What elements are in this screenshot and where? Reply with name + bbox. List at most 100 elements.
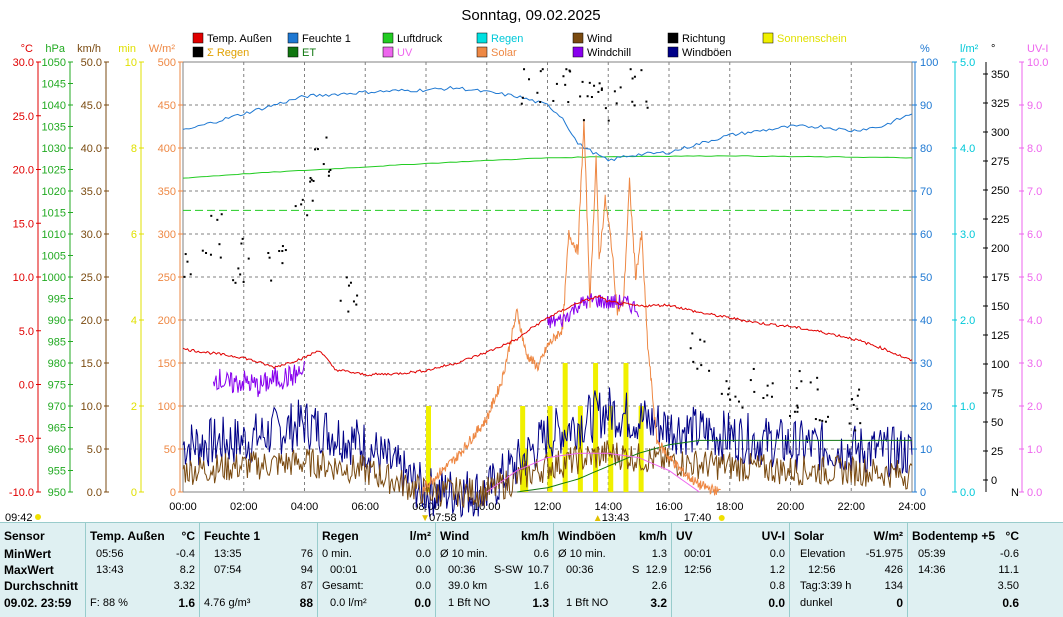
legend-swatch [667, 46, 679, 58]
axis-tick-label-left: 250 [158, 272, 176, 284]
richtung-point [565, 68, 568, 71]
temp-min-value: -0.4 [176, 548, 195, 560]
richtung-point [239, 273, 242, 276]
series-windchill [212, 360, 305, 398]
temp-min-time: 05:56 [96, 548, 124, 560]
richtung-point [590, 96, 593, 99]
axis-tick-label-left: 1035 [42, 122, 66, 134]
col-solar: Solar W/m² Elevation -51.975 12:56 426 Tag:… [790, 523, 908, 617]
axis-unit-right: % [920, 43, 930, 55]
windboeen-current: 3.2 [650, 596, 667, 610]
windboeen-unit: km/h [638, 529, 667, 543]
richtung-point [201, 249, 204, 252]
richtung-point [306, 214, 309, 217]
richtung-point [734, 395, 737, 398]
richtung-point [310, 178, 313, 181]
axis-tick-label-left: 1020 [42, 186, 66, 198]
axis-tick-label-left: 450 [158, 100, 176, 112]
regen-total-label: Gesamt: [322, 580, 364, 592]
axis-tick-label-left: 6 [131, 229, 137, 241]
axis-unit-right: ° [991, 43, 995, 55]
richtung-point [729, 398, 732, 401]
boden-max-value: 11.1 [998, 564, 1019, 576]
sensor-title: Sensor [4, 529, 45, 543]
regen-unit: l/m² [409, 529, 431, 543]
axis-tick-label-left: 985 [48, 337, 66, 349]
sunrise-icon: ▼ [420, 513, 430, 522]
axis-tick-label-left: 0.0 [19, 380, 34, 392]
feuchte-min-time: 13:35 [214, 548, 242, 560]
richtung-point [300, 203, 303, 206]
richtung-point [788, 414, 791, 417]
sunshine-bar [638, 406, 644, 492]
axis-tick-label-left: 1040 [42, 100, 66, 112]
axis-tick-label-left: -10.0 [9, 487, 34, 499]
axis-tick-label-right: 0 [991, 475, 997, 487]
richtung-point [753, 390, 756, 393]
solar-unit: W/m² [873, 529, 903, 543]
richtung-point [796, 410, 799, 413]
axis-tick-label-left: 950 [48, 487, 66, 499]
richtung-point [267, 251, 270, 254]
temp-foot-left: F: 88 % [90, 597, 128, 609]
richtung-point [314, 148, 317, 151]
richtung-point [631, 77, 634, 80]
axis-unit-left: hPa [45, 43, 65, 55]
richtung-point [851, 398, 854, 401]
wind-title: Wind [440, 529, 470, 543]
wind-distance: 39.0 km [448, 580, 488, 592]
col-regen: Regen l/m² 0 min. 0.0 00:01 0.0 Gesamt: 0.0 … [318, 523, 436, 617]
boden-max-time: 14:36 [918, 564, 946, 576]
richtung-point [316, 148, 319, 151]
axis-tick-label-left: 25.0 [81, 272, 102, 284]
axis-tick-label-left: 8 [131, 143, 137, 155]
feuchte-foot-left: 4.76 g/m³ [204, 597, 251, 609]
richtung-point [848, 422, 851, 425]
richtung-point [741, 406, 744, 409]
richtung-point [593, 84, 596, 87]
richtung-point [696, 367, 699, 370]
richtung-point [816, 376, 819, 379]
richtung-point [241, 237, 244, 240]
wind-mean-value: 1.6 [533, 580, 549, 592]
axis-tick-label-right: 200 [991, 243, 1009, 255]
regen-min-label: 0 min. [322, 548, 352, 560]
sunshine-bar [593, 363, 599, 492]
axis-tick-label-left: 1030 [42, 143, 66, 155]
statistics-panel: Sensor MinWert MaxWert Durchschnitt 09.0… [0, 522, 1063, 617]
x-tick-label: 14:00 [594, 501, 622, 513]
richtung-point [355, 303, 358, 306]
legend-swatch [476, 32, 488, 44]
richtung-point [210, 214, 213, 217]
richtung-point [205, 251, 208, 254]
richtung-point [752, 367, 755, 370]
richtung-point [356, 294, 359, 297]
richtung-point [209, 253, 212, 256]
feuchte-max-time: 07:54 [214, 564, 242, 576]
legend-swatch [667, 32, 679, 44]
sunshine-bar [562, 363, 568, 492]
legend-swatch [192, 32, 204, 44]
richtung-point [552, 99, 555, 102]
richtung-point [347, 310, 350, 313]
legend-label: ET [302, 47, 316, 59]
richtung-point [600, 88, 603, 91]
axis-tick-label-right: 0 [920, 487, 926, 499]
richtung-point [859, 422, 862, 425]
col-bodentemp: Bodentemp +5 °C 05:39 -0.6 14:36 11.1 3.50 … [908, 523, 1023, 617]
row-label-min: MinWert [4, 547, 52, 561]
richtung-point [699, 338, 702, 341]
richtung-point [824, 420, 827, 423]
axis-tick-label-right: 3.0 [1027, 358, 1042, 370]
richtung-point [309, 180, 312, 183]
richtung-point [640, 69, 643, 72]
legend-swatch [382, 32, 394, 44]
richtung-point [349, 281, 352, 284]
axis-tick-label-left: 965 [48, 423, 66, 435]
legend-swatch [287, 32, 299, 44]
axis-tick-label-right: 125 [991, 330, 1009, 342]
richtung-point [567, 101, 570, 104]
richtung-point [770, 395, 773, 398]
richtung-point [586, 95, 589, 98]
